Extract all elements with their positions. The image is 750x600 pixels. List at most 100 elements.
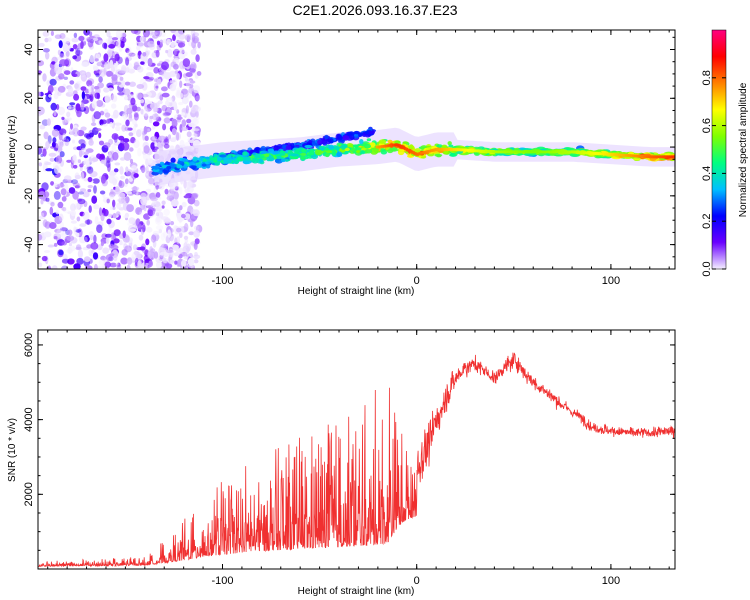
y-tick-label: -20 xyxy=(23,188,35,204)
ridge-blob xyxy=(267,148,275,153)
ridge-blob xyxy=(230,150,236,154)
noise-speckle xyxy=(104,94,111,104)
noise-speckle xyxy=(57,106,66,116)
noise-speckle xyxy=(74,83,79,89)
noise-speckle xyxy=(142,52,147,57)
noise-speckle xyxy=(114,122,122,126)
noise-speckle xyxy=(111,74,118,81)
noise-speckle xyxy=(87,176,93,183)
noise-speckle xyxy=(133,113,139,121)
noise-speckle xyxy=(131,165,138,171)
noise-speckle xyxy=(132,244,138,251)
ridge-blob xyxy=(291,153,300,157)
noise-speckle xyxy=(104,233,113,238)
noise-speckle xyxy=(197,41,201,49)
noise-speckle xyxy=(99,110,105,116)
noise-speckle xyxy=(40,199,44,205)
noise-speckle xyxy=(192,32,200,37)
noise-speckle xyxy=(57,145,63,153)
noise-speckle xyxy=(181,259,187,268)
noise-speckle xyxy=(59,33,66,40)
noise-speckle xyxy=(114,53,120,62)
noise-speckle xyxy=(49,157,55,162)
noise-speckle xyxy=(151,136,158,141)
noise-speckle xyxy=(184,34,192,41)
noise-speckle xyxy=(75,103,81,112)
noise-speckle xyxy=(80,40,84,49)
noise-speckle xyxy=(145,238,150,246)
noise-speckle xyxy=(139,246,146,251)
ridge-blob xyxy=(333,146,341,150)
noise-speckle xyxy=(132,117,137,126)
noise-speckle xyxy=(145,193,151,201)
ridge-blob xyxy=(242,151,248,156)
noise-speckle xyxy=(147,209,154,217)
noise-speckle xyxy=(108,174,116,184)
noise-speckle xyxy=(185,105,189,114)
noise-speckle xyxy=(133,111,139,118)
noise-speckle xyxy=(143,76,150,80)
noise-speckle xyxy=(82,211,90,221)
noise-speckle xyxy=(117,92,125,96)
noise-speckle xyxy=(143,102,148,111)
noise-speckle xyxy=(106,49,113,58)
noise-speckle xyxy=(96,153,102,159)
noise-speckle xyxy=(170,187,175,196)
noise-speckle xyxy=(53,236,58,240)
noise-speckle xyxy=(129,147,134,152)
noise-speckle xyxy=(125,169,134,177)
ridge-blob xyxy=(368,130,376,135)
noise-speckle xyxy=(111,144,116,153)
noise-speckle xyxy=(113,168,119,173)
noise-speckle xyxy=(44,250,51,253)
noise-speckle xyxy=(59,59,67,67)
noise-speckle xyxy=(142,108,149,117)
noise-speckle xyxy=(59,227,68,232)
noise-speckle xyxy=(106,118,111,124)
noise-speckle xyxy=(83,30,90,36)
ridge-blob xyxy=(317,139,322,145)
colorbar-tick-label: 0.4 xyxy=(701,166,713,181)
noise-speckle xyxy=(121,124,127,132)
noise-speckle xyxy=(49,222,57,229)
ridge-blob xyxy=(254,154,261,159)
noise-speckle xyxy=(122,230,126,239)
noise-speckle xyxy=(80,188,87,193)
noise-speckle xyxy=(91,195,98,204)
noise-speckle xyxy=(60,188,67,196)
noise-speckle xyxy=(74,50,83,56)
noise-speckle xyxy=(120,257,128,265)
noise-speckle xyxy=(165,49,169,54)
noise-speckle xyxy=(42,48,50,53)
noise-speckle xyxy=(166,249,174,254)
noise-speckle xyxy=(161,92,170,98)
noise-speckle xyxy=(167,48,173,58)
noise-speckle xyxy=(88,139,94,146)
noise-speckle xyxy=(102,209,109,217)
noise-speckle xyxy=(97,220,104,225)
ridge-blob xyxy=(219,154,227,158)
noise-speckle xyxy=(109,206,114,211)
noise-speckle xyxy=(157,100,163,105)
ridge-blob xyxy=(206,163,211,169)
noise-speckle xyxy=(93,263,98,269)
noise-speckle xyxy=(62,43,69,53)
noise-speckle xyxy=(98,132,102,139)
noise-speckle xyxy=(124,96,129,101)
ridge-blob xyxy=(344,147,350,152)
noise-speckle xyxy=(69,102,76,106)
noise-speckle xyxy=(130,97,136,106)
noise-speckle xyxy=(162,123,167,131)
noise-speckle xyxy=(137,147,142,157)
noise-speckle xyxy=(54,228,62,234)
ridge-blob xyxy=(228,157,235,160)
colorbar-label: Normalized spectral amplitude xyxy=(738,82,749,217)
noise-speckle xyxy=(38,42,45,47)
noise-speckle xyxy=(162,257,169,264)
noise-speckle xyxy=(93,111,101,120)
noise-speckle xyxy=(54,87,60,95)
noise-speckle xyxy=(52,137,57,144)
noise-speckle xyxy=(152,200,157,205)
noise-speckle xyxy=(41,182,49,191)
ridge-blob xyxy=(309,150,315,156)
